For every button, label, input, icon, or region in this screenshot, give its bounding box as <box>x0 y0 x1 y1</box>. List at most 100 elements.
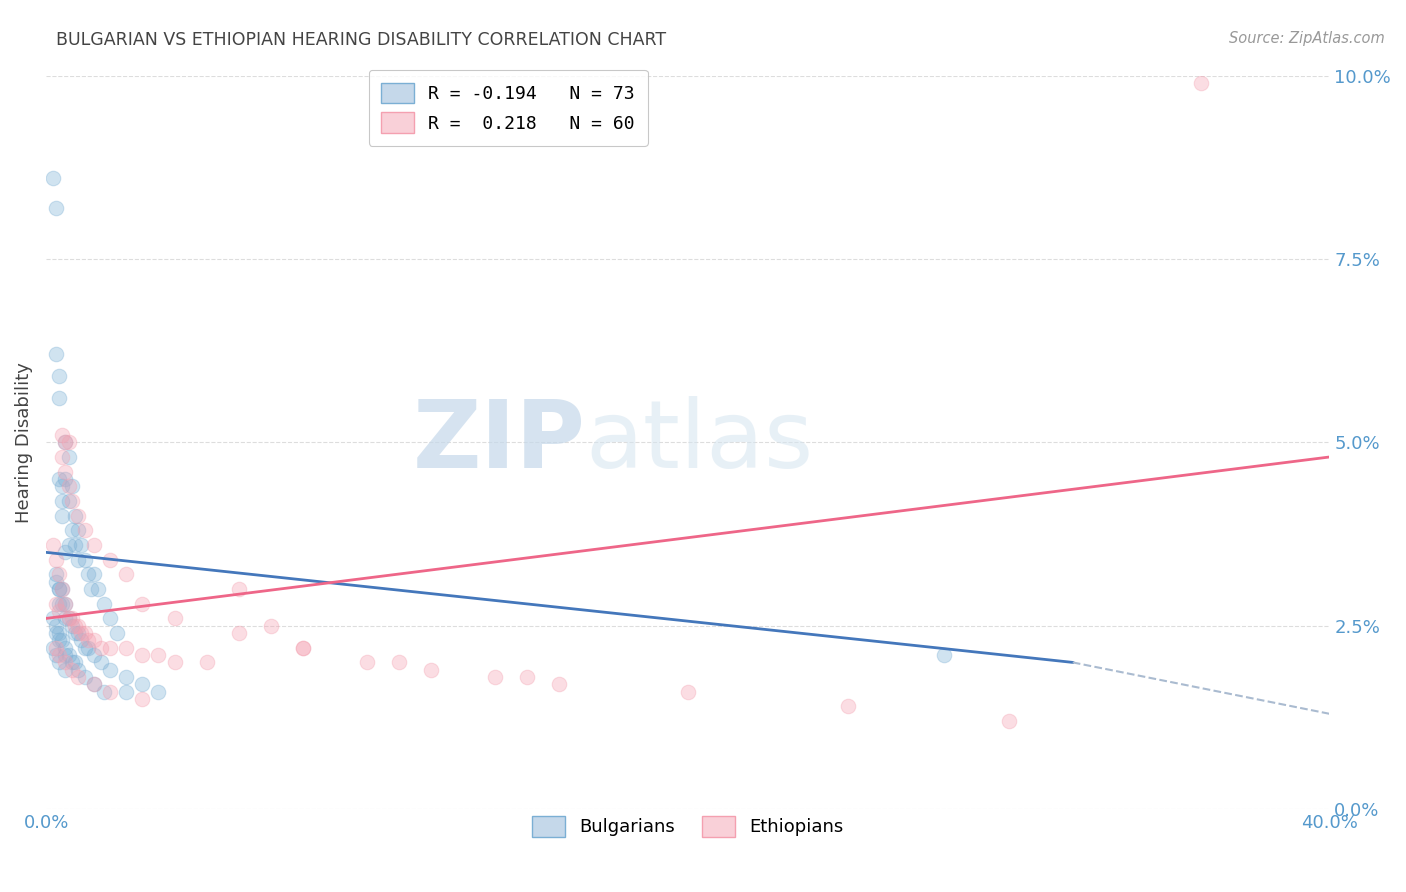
Point <box>45 618 67 632</box>
Point <box>51 428 73 442</box>
Point <box>67 626 90 640</box>
Point <box>51 508 73 523</box>
Point <box>48 369 70 384</box>
Point <box>55 611 77 625</box>
Text: atlas: atlas <box>585 396 814 488</box>
Point <box>67 524 90 538</box>
Point <box>105 626 128 640</box>
Point <box>148 685 170 699</box>
Point <box>41 640 63 655</box>
Point <box>291 640 314 655</box>
Point <box>73 626 96 640</box>
Point <box>60 494 83 508</box>
Point <box>67 663 90 677</box>
Point <box>58 611 80 625</box>
Point <box>93 597 115 611</box>
Point <box>837 699 859 714</box>
Point <box>98 685 121 699</box>
Point <box>291 640 314 655</box>
Point <box>73 640 96 655</box>
Point <box>195 656 218 670</box>
Point <box>73 524 96 538</box>
Point <box>67 508 90 523</box>
Point <box>60 479 83 493</box>
Point <box>77 567 100 582</box>
Text: ZIP: ZIP <box>412 396 585 488</box>
Point <box>55 545 77 559</box>
Point <box>55 435 77 450</box>
Point <box>45 640 67 655</box>
Point <box>98 611 121 625</box>
Point <box>60 656 83 670</box>
Point <box>131 597 153 611</box>
Point <box>41 171 63 186</box>
Point <box>48 597 70 611</box>
Point <box>48 392 70 406</box>
Point <box>67 618 90 632</box>
Point <box>98 640 121 655</box>
Point <box>48 567 70 582</box>
Point <box>51 479 73 493</box>
Y-axis label: Hearing Disability: Hearing Disability <box>15 362 32 523</box>
Point <box>115 567 138 582</box>
Point <box>51 450 73 464</box>
Point <box>676 685 699 699</box>
Point <box>45 347 67 361</box>
Point <box>45 574 67 589</box>
Point <box>420 663 443 677</box>
Point <box>131 648 153 662</box>
Point <box>67 552 90 566</box>
Point <box>48 604 70 618</box>
Point <box>58 611 80 625</box>
Point <box>98 552 121 566</box>
Point <box>55 663 77 677</box>
Point <box>60 618 83 632</box>
Point <box>51 597 73 611</box>
Point <box>51 633 73 648</box>
Point <box>48 472 70 486</box>
Point <box>67 670 90 684</box>
Point <box>73 552 96 566</box>
Point <box>83 677 105 691</box>
Point <box>83 677 105 691</box>
Point <box>58 538 80 552</box>
Point <box>83 538 105 552</box>
Point <box>388 656 411 670</box>
Point <box>55 472 77 486</box>
Point <box>131 692 153 706</box>
Point <box>90 640 112 655</box>
Point <box>45 567 67 582</box>
Point <box>63 618 86 632</box>
Point <box>48 648 70 662</box>
Point <box>934 648 956 662</box>
Point <box>997 714 1019 728</box>
Point <box>58 479 80 493</box>
Point <box>80 582 103 596</box>
Point <box>55 435 77 450</box>
Point <box>98 663 121 677</box>
Point <box>1189 76 1212 90</box>
Point <box>55 640 77 655</box>
Point <box>115 670 138 684</box>
Point <box>58 494 80 508</box>
Point <box>41 611 63 625</box>
Point <box>131 677 153 691</box>
Point <box>115 685 138 699</box>
Point <box>48 582 70 596</box>
Point <box>70 633 93 648</box>
Point <box>45 597 67 611</box>
Point <box>58 648 80 662</box>
Point <box>45 626 67 640</box>
Point <box>548 677 571 691</box>
Point <box>48 582 70 596</box>
Point <box>58 435 80 450</box>
Point <box>55 465 77 479</box>
Point <box>48 656 70 670</box>
Point <box>55 648 77 662</box>
Point <box>45 201 67 215</box>
Point <box>163 656 186 670</box>
Point <box>63 508 86 523</box>
Point <box>55 597 77 611</box>
Point <box>60 611 83 625</box>
Point <box>93 685 115 699</box>
